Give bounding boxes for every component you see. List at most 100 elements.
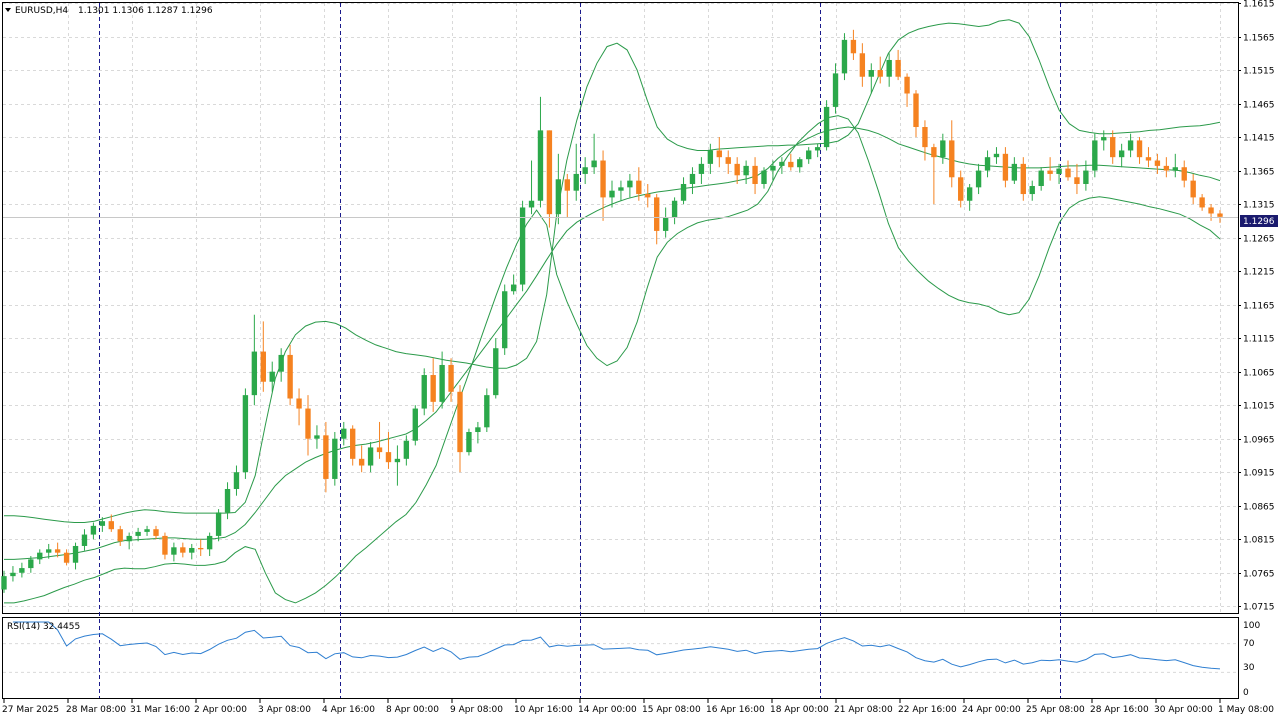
candle xyxy=(269,361,275,392)
candle-body xyxy=(886,59,892,77)
rsi-line xyxy=(12,621,1221,670)
candle-body xyxy=(206,535,213,550)
candle-body xyxy=(314,435,320,439)
candle-body xyxy=(1172,167,1178,171)
candle xyxy=(126,532,132,550)
candle-body xyxy=(984,157,991,171)
candle-body xyxy=(439,364,445,402)
candle-body xyxy=(680,183,687,201)
candle xyxy=(394,445,401,486)
candle-body xyxy=(797,159,803,168)
time-tick-label: 10 Apr 16:00 xyxy=(514,705,573,715)
candle-body xyxy=(1083,170,1089,184)
candle-body xyxy=(1217,213,1223,217)
candle-body xyxy=(37,552,43,560)
candle xyxy=(904,73,910,107)
candle-body xyxy=(10,572,16,577)
candle xyxy=(966,183,973,211)
candle xyxy=(367,442,374,473)
candle xyxy=(689,167,696,195)
candle xyxy=(323,421,329,493)
time-tick-label: 21 Apr 08:00 xyxy=(834,705,893,715)
candle-body xyxy=(376,447,383,453)
candle-body xyxy=(358,458,365,466)
candle xyxy=(81,529,88,551)
candle xyxy=(332,432,338,486)
candle xyxy=(475,421,481,444)
candle xyxy=(770,160,776,181)
candle-body xyxy=(63,552,70,563)
candle-body xyxy=(832,73,839,107)
candle-body xyxy=(457,391,463,453)
candle xyxy=(1181,160,1187,188)
day-separators xyxy=(99,3,1061,698)
rsi-label[interactable]: RSI(14) 32.4455 xyxy=(7,622,80,632)
price-tick-label: 1.0915 xyxy=(1243,469,1275,479)
candle-body xyxy=(171,547,177,555)
candle xyxy=(117,525,123,546)
bollinger-upper-line xyxy=(4,19,1221,523)
candle-body xyxy=(743,165,749,176)
candle-body xyxy=(698,163,705,174)
candle-body xyxy=(385,452,392,463)
candle-body xyxy=(421,375,427,409)
candle-body xyxy=(403,440,410,459)
time-tick-label: 14 Apr 00:00 xyxy=(578,705,637,715)
candle xyxy=(931,143,937,205)
time-axis: 27 Mar 2025 28 Mar 08:00 31 Mar 16:00 2 Apr… xyxy=(2,699,1274,715)
candle xyxy=(636,167,642,201)
candle-body xyxy=(958,177,964,201)
candle-body xyxy=(162,535,168,555)
candle xyxy=(63,549,70,566)
candle-body xyxy=(913,93,919,128)
candle-body xyxy=(224,488,231,513)
candle xyxy=(1163,157,1170,178)
symbol-label[interactable]: EURUSD,H4 xyxy=(15,6,68,16)
candle-body xyxy=(278,354,284,372)
price-tick-label: 1.1565 xyxy=(1243,34,1275,44)
candle-body xyxy=(502,291,508,349)
candle-body xyxy=(582,167,588,174)
candle-body xyxy=(850,39,857,54)
candle xyxy=(627,173,633,198)
candle xyxy=(99,517,106,532)
price-tick-label: 1.0765 xyxy=(1243,570,1275,580)
candle xyxy=(403,435,410,466)
candle xyxy=(725,150,731,174)
candle xyxy=(582,157,588,184)
candle xyxy=(135,527,141,542)
candle-body xyxy=(1011,163,1018,181)
candle-body xyxy=(609,190,615,198)
candle-body xyxy=(323,435,329,479)
candle-body xyxy=(1038,170,1044,186)
candle xyxy=(510,274,517,295)
symbol-menu-triangle-icon[interactable] xyxy=(5,8,11,12)
candle-body xyxy=(1029,186,1035,195)
time-tick-label: 27 Mar 2025 xyxy=(2,705,59,715)
candle xyxy=(1011,157,1018,184)
candle-body xyxy=(922,127,928,148)
candle-body xyxy=(564,179,570,191)
candle-body xyxy=(215,512,222,536)
candle xyxy=(573,143,579,201)
candle xyxy=(734,157,740,184)
candle-body xyxy=(81,534,88,546)
candle-body xyxy=(350,428,356,459)
candle xyxy=(752,157,758,195)
candle-body xyxy=(72,545,79,563)
price-axis: 1.1615 1.1565 1.1515 1.1465 1.1415 1.1365 1.13… xyxy=(1238,0,1275,613)
candle-body xyxy=(430,375,436,402)
candle xyxy=(72,542,79,570)
candle-body xyxy=(448,364,454,392)
candle-body xyxy=(90,525,97,535)
candle xyxy=(1056,163,1062,184)
time-tick-label: 8 Apr 00:00 xyxy=(386,705,439,715)
candle-body xyxy=(823,106,830,148)
candle xyxy=(546,130,553,228)
candle xyxy=(162,532,168,560)
candle-body xyxy=(1,576,7,590)
candle xyxy=(680,177,687,205)
candle-body xyxy=(99,521,106,526)
